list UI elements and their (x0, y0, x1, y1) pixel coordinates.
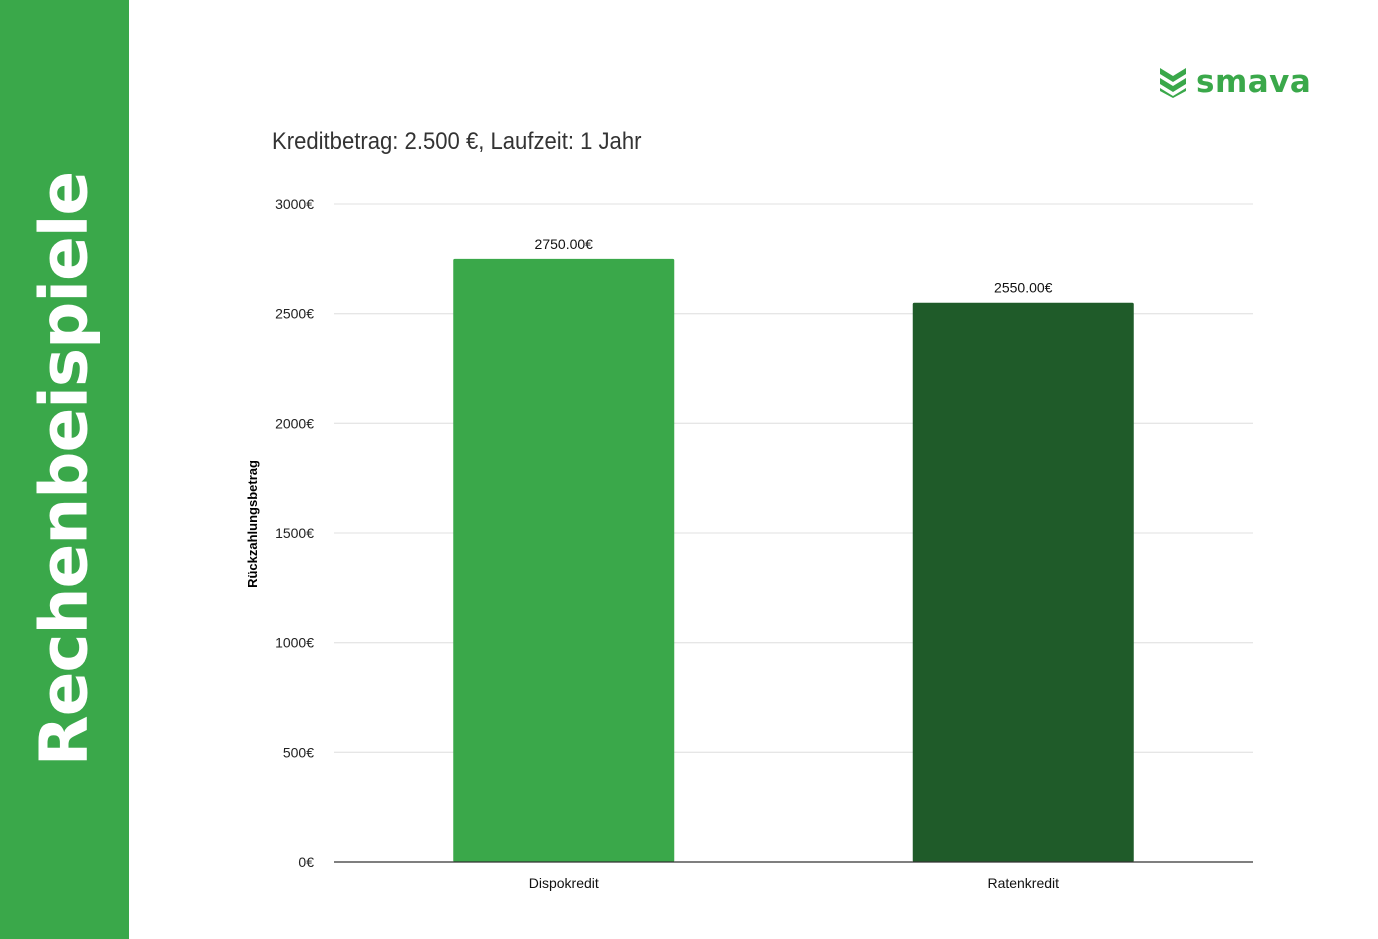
y-axis-label: Rückzahlungsbetrag (245, 460, 260, 588)
x-tick-label: Dispokredit (529, 875, 599, 891)
logo-text: smava (1196, 64, 1312, 100)
sidebar: Rechenbeispiele (0, 0, 129, 939)
chevron-logo-icon (1160, 68, 1186, 98)
y-tick-label: 1500€ (275, 525, 314, 541)
data-label: 2750.00€ (535, 236, 594, 252)
y-tick-label: 2500€ (275, 306, 314, 322)
bar-dispokredit (453, 258, 675, 862)
y-tick-label: 1000€ (275, 635, 314, 651)
y-tick-label: 500€ (283, 744, 314, 760)
x-tick-label: Ratenkredit (987, 875, 1059, 891)
smava-logo: smava (1158, 64, 1311, 100)
bar-ratenkredit (912, 302, 1134, 862)
y-tick-label: 2000€ (275, 415, 314, 431)
data-label: 2550.00€ (994, 280, 1053, 296)
y-tick-label: 3000€ (275, 196, 314, 212)
chart-title: Kreditbetrag: 2.500 €, Laufzeit: 1 Jahr (272, 128, 642, 155)
y-tick-label: 0€ (298, 854, 314, 870)
